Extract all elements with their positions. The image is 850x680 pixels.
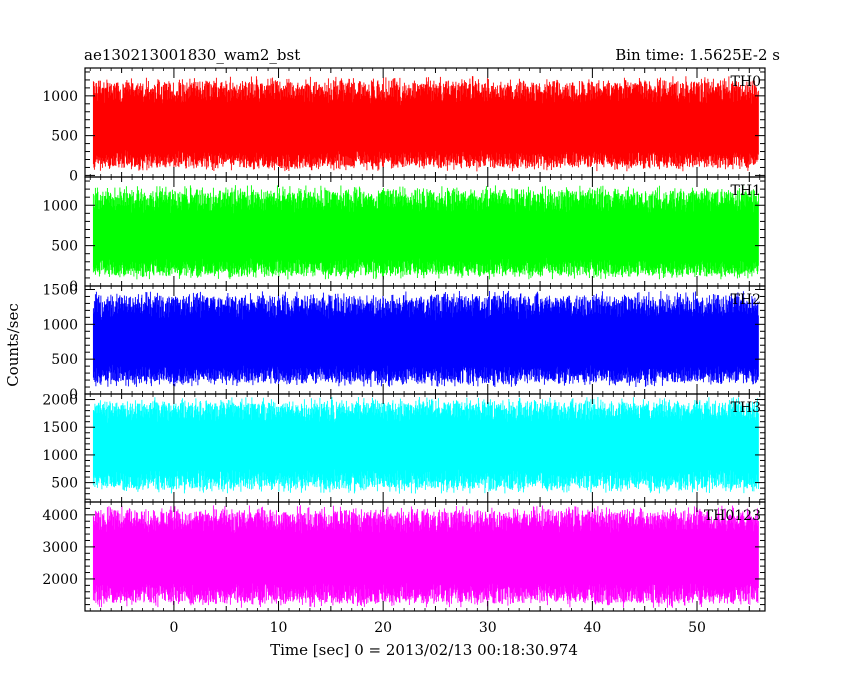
y-axis-label: Counts/sec [4, 303, 22, 387]
panel-label-th2: TH2 [731, 292, 761, 308]
y-tick-label: 500 [51, 352, 78, 368]
y-tick-label: 1500 [42, 420, 78, 436]
x-tick-label: 30 [479, 620, 497, 636]
x-tick-label: 10 [270, 620, 288, 636]
y-tick-label: 1500 [42, 282, 78, 298]
x-tick-label: 0 [169, 620, 178, 636]
bin-time-label: Bin time: 1.5625E-2 s [615, 46, 780, 64]
x-tick-label: 20 [374, 620, 392, 636]
panel-label-th0123: TH0123 [704, 508, 761, 524]
series-th3 [92, 397, 759, 494]
y-tick-label: 2000 [42, 393, 78, 409]
y-tick-label: 1000 [42, 448, 78, 464]
x-tick-label: 40 [583, 620, 601, 636]
x-tick-label: 50 [688, 620, 706, 636]
y-tick-label: 0 [69, 279, 78, 295]
panel-th0123: 2000 3000 4000 TH0123 [42, 501, 766, 612]
y-tick-label: 500 [51, 239, 78, 255]
panel-label-th0: TH0 [731, 74, 761, 90]
x-axis-label: Time [sec] 0 = 2013/02/13 00:18:30.974 [270, 641, 578, 659]
series-th1 [92, 185, 759, 280]
y-tick-label: 0 [69, 168, 78, 184]
y-tick-label: 0 [69, 387, 78, 403]
y-tick-label: 2000 [42, 572, 78, 588]
y-tick-label: 500 [51, 476, 78, 492]
series-th2 [92, 290, 759, 387]
panel-label-th1: TH1 [731, 183, 761, 199]
y-tick-label: 1000 [42, 89, 78, 105]
panel-label-th3: TH3 [731, 400, 761, 416]
chart-title: ae130213001830_wam2_bst [84, 46, 300, 64]
panels-group: 05001000TH005001000TH1050010001500TH2500… [42, 67, 766, 636]
y-tick-label: 4000 [42, 508, 78, 524]
series-th0 [92, 76, 759, 172]
series-th0123 [92, 505, 759, 608]
y-tick-label: 1000 [42, 198, 78, 214]
y-tick-label: 500 [51, 129, 78, 145]
panel-th0: 0 500 1000 TH0 [42, 67, 766, 184]
y-tick-label: 3000 [42, 540, 78, 556]
panel-th1: 0 500 1000 TH1 [42, 176, 766, 295]
panel-th3: 500 1000 1500 2000 TH3 [42, 393, 766, 503]
panel-th2: 0 500 1000 1500 TH2 [42, 282, 766, 403]
y-tick-label: 1000 [42, 317, 78, 333]
